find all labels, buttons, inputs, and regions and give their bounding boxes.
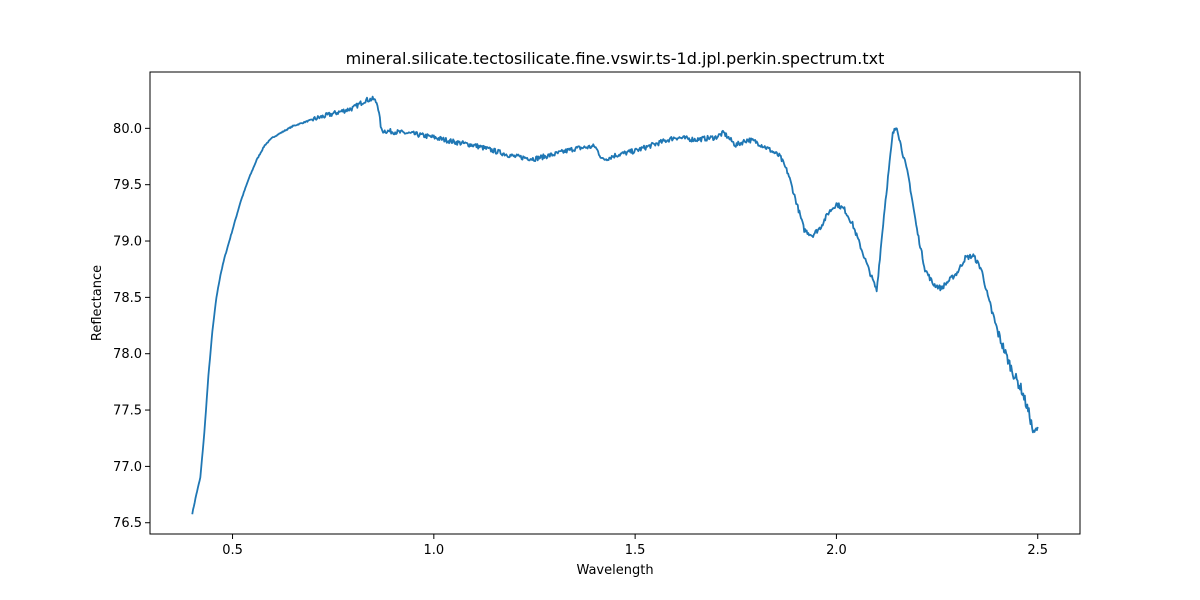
y-tick-label: 78.5 (113, 291, 142, 306)
y-axis-ticks: 76.5 77.0 77.5 78.0 78.5 79.0 79.5 80.0 (113, 122, 150, 531)
y-tick-label: 76.5 (113, 516, 142, 531)
y-tick-label: 78.0 (113, 347, 142, 362)
x-tick-label: 2.5 (1027, 543, 1048, 558)
y-tick-label: 80.0 (113, 122, 142, 137)
y-axis-label: Reflectance (90, 265, 105, 341)
axes-frame (149, 71, 1081, 535)
y-tick-label: 79.5 (113, 178, 142, 193)
x-tick-label: 1.5 (625, 543, 646, 558)
y-tick-label: 79.0 (113, 235, 142, 250)
spectrum-line (191, 95, 1039, 515)
y-tick-label: 77.0 (113, 460, 142, 475)
x-tick-label: 1.0 (423, 543, 444, 558)
plot-area (191, 95, 1039, 515)
x-tick-label: 0.5 (222, 543, 243, 558)
x-axis-ticks: 0.5 1.0 1.5 2.0 2.5 (222, 534, 1048, 558)
chart-title: mineral.silicate.tectosilicate.fine.vswi… (346, 49, 885, 68)
y-tick-label: 77.5 (113, 404, 142, 419)
x-axis-label: Wavelength (576, 563, 653, 578)
x-tick-label: 2.0 (826, 543, 847, 558)
